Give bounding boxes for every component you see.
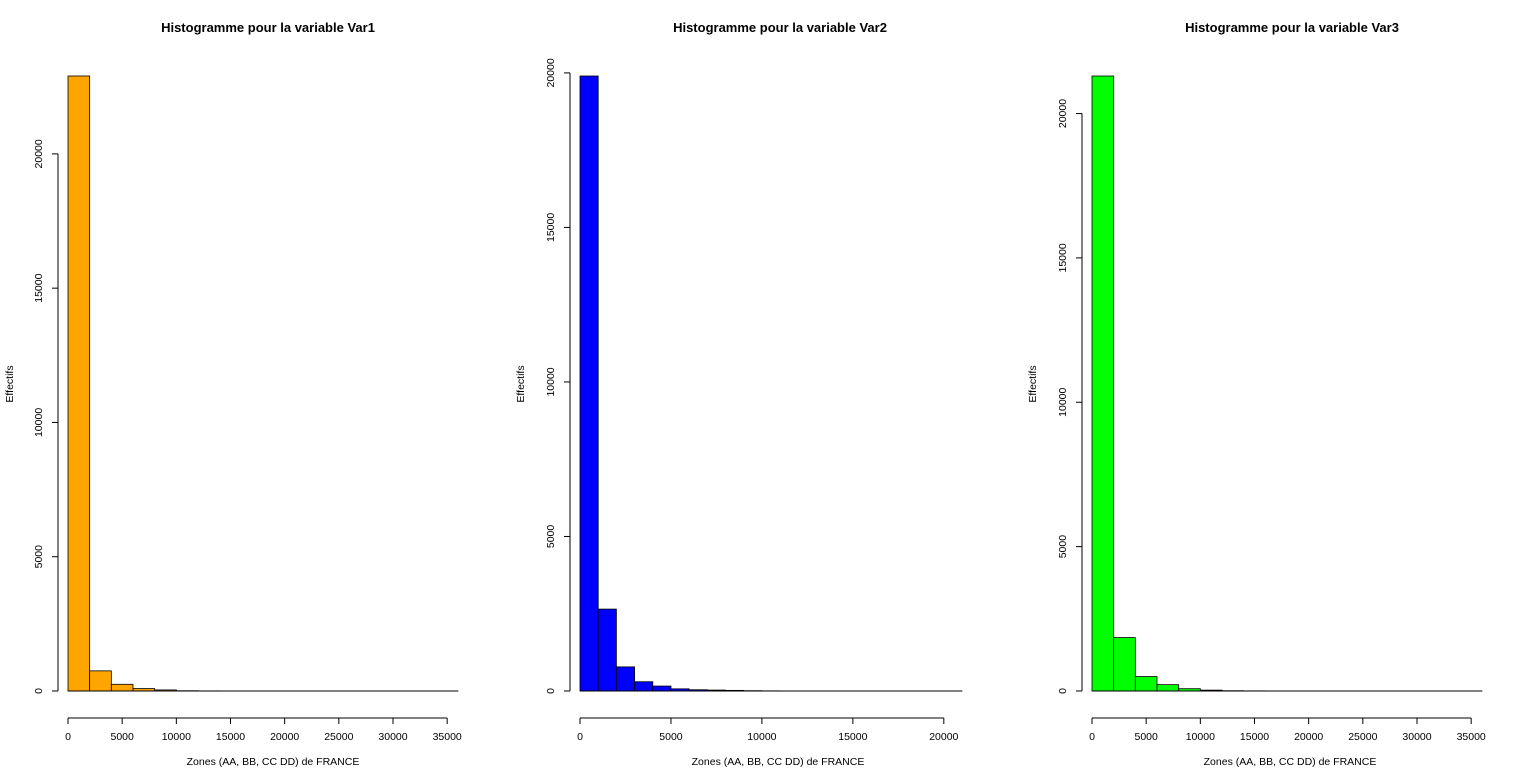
y-axis-label: Effectifs (4, 365, 16, 402)
x-tick-label: 30000 (1402, 731, 1431, 743)
y-tick-label: 0 (33, 688, 45, 694)
y-tick-label: 10000 (545, 367, 557, 396)
y-tick-label: 10000 (33, 408, 45, 437)
x-tick-label: 20000 (929, 731, 958, 743)
x-tick-label: 10000 (747, 731, 776, 743)
bars-group (579, 75, 963, 692)
chart-title: Histogramme pour la variable Var1 (161, 20, 375, 35)
y-axis: 0 5000 10000 15000 20000 (1057, 99, 1083, 694)
x-tick-label: 5000 (1134, 731, 1158, 743)
y-tick-label: 20000 (545, 58, 557, 87)
x-tick-label: 15000 (838, 731, 867, 743)
x-axis: 0 5000 10000 15000 20000 (577, 717, 959, 743)
y-tick-label: 15000 (1057, 243, 1069, 272)
x-tick-label: 5000 (110, 731, 134, 743)
histogram-bar (597, 608, 617, 692)
y-tick-label: 0 (545, 688, 557, 694)
x-tick-label: 25000 (324, 731, 353, 743)
y-tick-label: 5000 (545, 525, 557, 549)
bars-group (1091, 75, 1483, 692)
y-tick-label: 20000 (33, 139, 45, 168)
histogram-bar (1091, 75, 1115, 692)
histogram-bar (1134, 676, 1158, 692)
x-tick-label: 10000 (162, 731, 191, 743)
y-tick-label: 5000 (33, 545, 45, 569)
x-tick-label: 20000 (270, 731, 299, 743)
y-axis-label: Effectifs (1027, 365, 1039, 402)
y-tick-label: 15000 (33, 273, 45, 302)
x-axis-label: Zones (AA, BB, CC DD) de FRANCE (187, 756, 360, 768)
x-axis-label: Zones (AA, BB, CC DD) de FRANCE (1204, 756, 1377, 768)
x-tick-label: 5000 (659, 731, 683, 743)
histogram-panel-var2: Histogramme pour la variable Var2 Zones … (515, 20, 963, 768)
y-axis: 0 5000 10000 15000 20000 (545, 58, 571, 694)
y-tick-label: 15000 (545, 213, 557, 242)
x-tick-label: 10000 (1186, 731, 1215, 743)
histogram-bar (110, 683, 134, 692)
x-tick-label: 30000 (378, 731, 407, 743)
y-tick-label: 0 (1057, 688, 1069, 694)
histogram-bar (615, 666, 635, 692)
chart-title: Histogramme pour la variable Var2 (673, 20, 887, 35)
histogram-bar (652, 685, 672, 692)
x-tick-label: 35000 (1457, 731, 1486, 743)
x-tick-label: 15000 (216, 731, 245, 743)
histogram-panel-var1: Histogramme pour la variable Var1 Zones … (4, 20, 462, 768)
histogram-bar (89, 670, 112, 692)
x-axis: 0 5000 10000 15000 20000 25000 30000 35000 (1089, 717, 1486, 743)
x-axis: 0 5000 10000 15000 20000 25000 30000 35000 (65, 717, 462, 743)
y-axis: 0 5000 10000 15000 20000 (33, 139, 59, 694)
x-tick-label: 25000 (1348, 731, 1377, 743)
histogram-bar (67, 75, 91, 692)
chart-title: Histogramme pour la variable Var3 (1185, 20, 1399, 35)
x-tick-label: 20000 (1294, 731, 1323, 743)
histogram-bar (1113, 637, 1136, 692)
x-axis-label: Zones (AA, BB, CC DD) de FRANCE (692, 756, 865, 768)
x-tick-label: 0 (65, 731, 71, 743)
y-tick-label: 5000 (1057, 535, 1069, 559)
histogram-bar (634, 681, 654, 692)
x-tick-label: 0 (1089, 731, 1095, 743)
histogram-bar (1156, 684, 1180, 692)
bars-group (67, 75, 459, 692)
x-tick-label: 15000 (1240, 731, 1269, 743)
x-tick-label: 0 (577, 731, 583, 743)
y-tick-label: 10000 (1057, 388, 1069, 417)
y-tick-label: 20000 (1057, 99, 1069, 128)
x-tick-label: 35000 (433, 731, 462, 743)
y-axis-label: Effectifs (515, 365, 527, 402)
histogram-bar (579, 75, 599, 692)
histogram-panel-var3: Histogramme pour la variable Var3 Zones … (1027, 20, 1486, 768)
